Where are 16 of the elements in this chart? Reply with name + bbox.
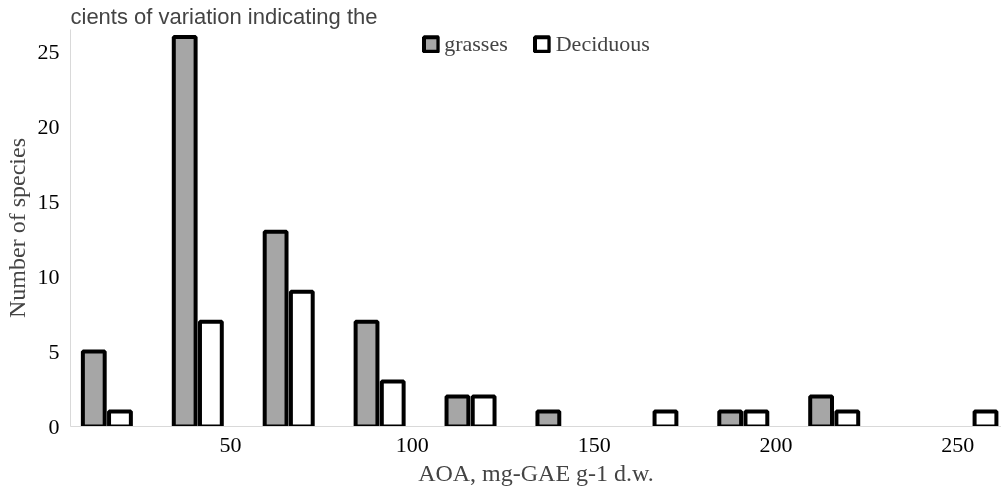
x-axis-title: AOA, mg-GAE g-1 d.w.: [418, 459, 654, 486]
y-tick-label: 20: [37, 113, 60, 139]
x-tick-label: 150: [577, 431, 611, 457]
legend-label: Deciduous: [555, 31, 650, 57]
x-tick-label: 50: [219, 431, 242, 457]
y-axis-title: Number of species: [3, 138, 30, 318]
x-tick-label: 100: [395, 431, 429, 457]
y-tick-label: 25: [37, 38, 60, 64]
text: cients of variation indicating the: [70, 3, 378, 29]
y-tick-label: 10: [37, 263, 60, 289]
y-tick-label: 0: [48, 413, 60, 439]
y-tick-label: 5: [48, 338, 60, 364]
y-tick-label: 15: [37, 188, 60, 214]
x-tick-label: 250: [941, 431, 975, 457]
x-tick-label: 200: [759, 431, 793, 457]
legend-label: grasses: [444, 31, 508, 57]
